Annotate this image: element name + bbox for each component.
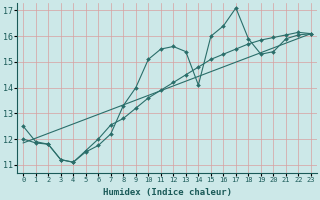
X-axis label: Humidex (Indice chaleur): Humidex (Indice chaleur) — [103, 188, 232, 197]
